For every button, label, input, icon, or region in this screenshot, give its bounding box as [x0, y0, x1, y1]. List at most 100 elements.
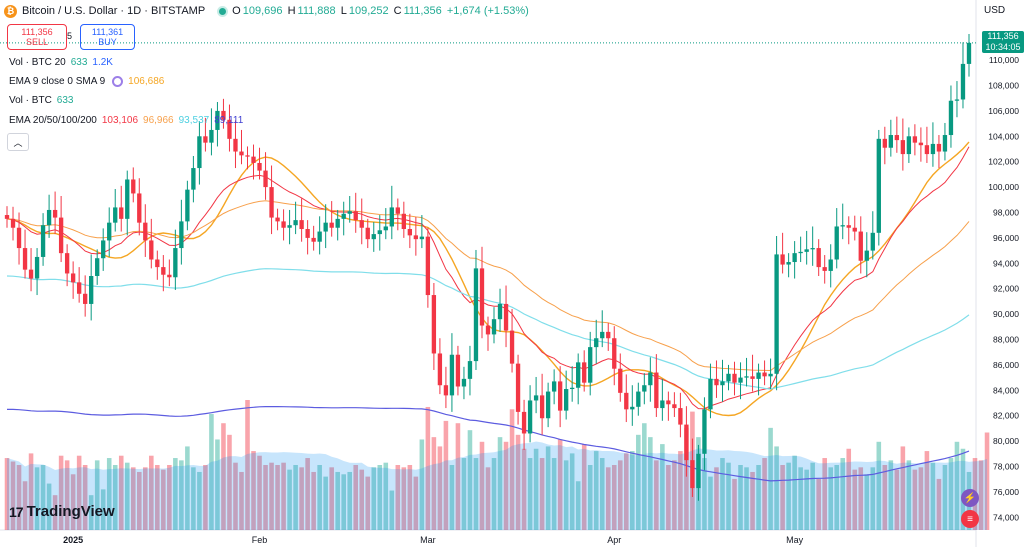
candle-body [443, 385, 449, 396]
candle-body [251, 156, 256, 163]
volume-bar [642, 423, 647, 530]
candle-body [954, 99, 960, 101]
volume-bar [894, 469, 900, 530]
volume-bar [984, 432, 990, 530]
volume-bar [239, 471, 244, 530]
symbol-title[interactable]: Bitcoin / U.S. Dollar · 1D · BITSTAMP [22, 5, 206, 17]
indicator-vol-btc[interactable]: Vol · BTC 633 [9, 95, 73, 106]
candle-body [545, 391, 551, 419]
volume-bar [323, 476, 328, 530]
currency-label[interactable]: USD [984, 5, 1006, 16]
sell-button[interactable]: 111,356 SELL [7, 24, 67, 50]
volume-bar [864, 474, 870, 530]
us-flag-icon[interactable]: ≡ [961, 510, 979, 528]
volume-bar [792, 455, 797, 530]
tradingview-logo[interactable]: 17 TradingView [9, 503, 115, 520]
volume-bar [714, 467, 719, 530]
candle-body [780, 254, 785, 265]
volume-bar [40, 465, 46, 530]
candle-body [335, 218, 340, 228]
volume-bar [497, 437, 503, 530]
ohlc-high-label: H [287, 5, 296, 17]
candle-body [672, 404, 677, 409]
y-tick-label: 78,000 [993, 462, 1019, 472]
candle-body [708, 378, 713, 410]
candle-body [551, 381, 557, 392]
indicator-vol-btc-20[interactable]: Vol · BTC 20 633 1.2K [9, 57, 113, 68]
ema100-line [6, 268, 970, 390]
candle-body [479, 268, 485, 326]
candle-body [179, 221, 184, 249]
volume-bar [167, 465, 172, 530]
candle-body [101, 240, 106, 259]
volume-bar [858, 467, 864, 530]
volume-bar [539, 458, 545, 530]
volume-bar [702, 458, 707, 530]
last-price-value: 111,356 [987, 31, 1019, 41]
volume-bar [263, 465, 268, 530]
indicator-ema-ribbon[interactable]: EMA 20/50/100/200 103,106 96,966 93,537 … [9, 115, 243, 126]
candle-body [726, 373, 731, 382]
candle-body [557, 381, 563, 411]
candle-body [600, 331, 605, 339]
candle-body [203, 136, 208, 143]
volume-bar [52, 495, 58, 530]
candle-body [40, 225, 46, 257]
candle-body [702, 409, 707, 454]
candle-body [131, 179, 136, 194]
indicator-value: 93,537 [178, 115, 210, 126]
candle-body [28, 269, 34, 279]
volume-bar [191, 467, 196, 530]
chevron-up-icon: ︿ [13, 137, 23, 148]
candle-body [834, 226, 839, 260]
volume-bar [10, 461, 16, 530]
indicator-ema-sma[interactable]: EMA 9 close 0 SMA 9 106,686 [9, 76, 164, 87]
candle-body [714, 378, 719, 386]
volume-bar [106, 458, 112, 530]
candle-body [197, 136, 202, 169]
volume-bar [34, 467, 40, 530]
candle-body [684, 424, 689, 461]
indicator-value: 1.2K [92, 57, 113, 68]
candle-body [215, 110, 220, 130]
volume-bar [732, 478, 737, 530]
y-tick-label: 106,000 [988, 106, 1019, 116]
candle-body [155, 259, 160, 268]
volume-bar [846, 448, 852, 530]
candle-body [509, 330, 515, 364]
volume-bar [828, 467, 833, 530]
volume-bar [329, 467, 334, 530]
y-tick-label: 96,000 [993, 233, 1019, 243]
candle-body [76, 282, 82, 294]
y-tick-label: 80,000 [993, 436, 1019, 446]
candle-body [870, 232, 875, 251]
volume-bar [197, 471, 202, 530]
candle-body [227, 119, 232, 139]
collapse-legend-button[interactable]: ︿ [7, 133, 29, 151]
buy-button[interactable]: 111,361 BUY [80, 24, 135, 50]
candle-body [107, 222, 112, 241]
indicator-value: 103,106 [101, 115, 139, 126]
candle-body [744, 376, 749, 378]
candle-body [942, 135, 948, 152]
candle-body [461, 378, 467, 387]
volume-bar [130, 467, 136, 530]
candle-body [732, 373, 737, 383]
candle-body [407, 229, 413, 236]
candle-body [624, 392, 629, 410]
candle-body [34, 256, 40, 279]
candle-body [365, 227, 370, 240]
candle-body [816, 248, 821, 268]
volume-bar [738, 465, 743, 530]
candle-body [125, 179, 130, 219]
candle-body [473, 268, 479, 362]
volume-bar [473, 458, 479, 530]
lightning-icon[interactable]: ⚡ [961, 489, 979, 507]
volume-bar [281, 462, 286, 530]
indicator-name: EMA 20/50/100/200 [9, 115, 97, 126]
volume-bar [143, 467, 148, 530]
volume-bar [16, 465, 22, 530]
y-tick-label: 102,000 [988, 157, 1019, 167]
volume-bar [768, 427, 773, 530]
